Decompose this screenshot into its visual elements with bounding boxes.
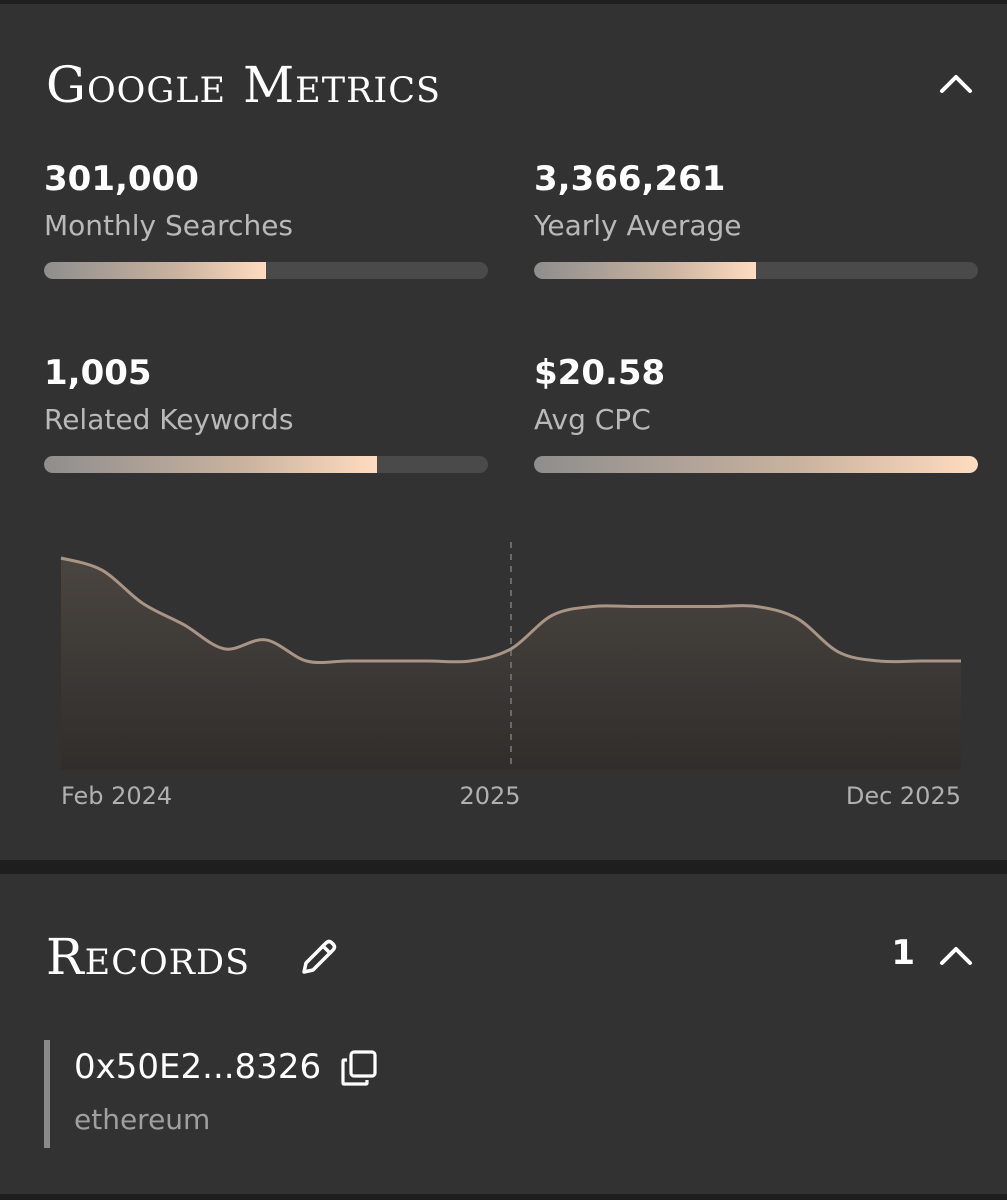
google-metrics-title: Google Metrics: [46, 56, 441, 114]
metric-label: Avg CPC: [534, 403, 651, 436]
progress-bar: [44, 456, 488, 473]
metric-label: Related Keywords: [44, 403, 294, 436]
progress-bar: [534, 262, 978, 279]
search-trend-chart-svg: Feb 2024 2025 Dec 2025: [60, 542, 961, 810]
record-network: ethereum: [74, 1103, 211, 1136]
records-panel: Records 1 0x50E2...8326 ethereum: [0, 874, 1007, 1194]
record-item: 0x50E2...8326 ethereum: [44, 1040, 550, 1148]
metric-avg-cpc: $20.58 Avg CPC: [534, 356, 978, 506]
record-address[interactable]: 0x50E2...8326: [74, 1047, 322, 1087]
x-tick-label: 2025: [459, 782, 520, 810]
progress-bar-fill: [44, 456, 377, 473]
metric-yearly-average: 3,366,261 Yearly Average: [534, 162, 978, 312]
pencil-icon[interactable]: [296, 934, 342, 980]
chevron-up-icon[interactable]: [936, 936, 976, 976]
progress-bar-fill: [44, 262, 266, 279]
progress-bar: [44, 262, 488, 279]
metric-value: 1,005: [44, 353, 152, 393]
metric-value: 3,366,261: [534, 159, 726, 199]
copy-icon[interactable]: [337, 1046, 381, 1090]
trend-line: [60, 556, 961, 665]
records-count: 1: [891, 933, 915, 973]
x-tick-label: Dec 2025: [846, 782, 961, 810]
metric-monthly-searches: 301,000 Monthly Searches: [44, 162, 488, 312]
progress-bar: [534, 456, 978, 473]
search-trend-chart: Feb 2024 2025 Dec 2025: [0, 524, 1007, 824]
x-tick-label: Feb 2024: [61, 782, 172, 810]
metric-label: Monthly Searches: [44, 209, 294, 242]
metric-value: $20.58: [534, 353, 666, 393]
metric-label: Yearly Average: [534, 209, 742, 242]
google-metrics-panel: Google Metrics 301,000 Monthly Searches …: [0, 4, 1007, 860]
records-title: Records: [46, 928, 251, 986]
metric-related-keywords: 1,005 Related Keywords: [44, 356, 488, 506]
metric-value: 301,000: [44, 159, 199, 199]
chevron-up-icon[interactable]: [936, 64, 976, 104]
progress-bar-fill: [534, 456, 978, 473]
progress-bar-fill: [534, 262, 756, 279]
